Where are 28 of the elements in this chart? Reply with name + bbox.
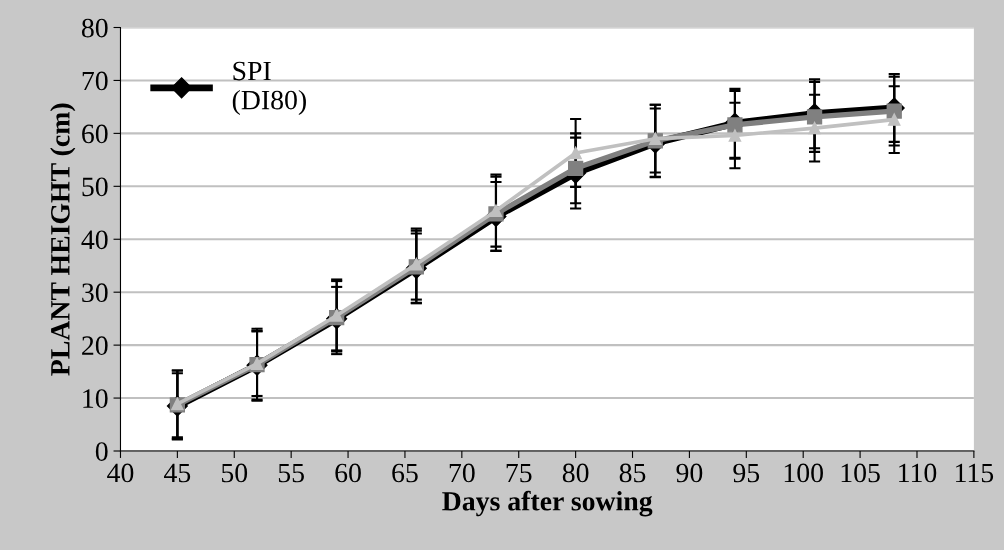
y-tick-label: 50 <box>82 177 108 197</box>
x-tick-label: 115 <box>956 463 994 483</box>
y-tick-label: 0 <box>95 442 108 461</box>
x-tick-label: 100 <box>784 463 823 483</box>
y-tick-label: 80 <box>81 18 108 38</box>
y-tick-label: 60 <box>82 124 108 144</box>
legend-label: SPI (DI80) <box>232 61 306 116</box>
y-tick-label: 10 <box>83 389 108 408</box>
x-tick-label: 90 <box>676 463 703 483</box>
x-tick-label: 75 <box>506 463 532 483</box>
x-tick-label: 105 <box>841 463 880 483</box>
x-tick-label: 65 <box>392 463 418 483</box>
x-tick-label: 95 <box>733 463 760 483</box>
x-tick-label: 40 <box>107 463 134 483</box>
x-tick-label: 85 <box>619 463 646 483</box>
y-tick-label: 20 <box>82 336 108 356</box>
x-tick-label: 80 <box>562 463 589 483</box>
x-tick-label: 60 <box>335 463 361 483</box>
y-tick-label: 40 <box>81 230 108 250</box>
x-tick-label: 55 <box>278 463 304 483</box>
x-tick-label: 50 <box>221 463 248 483</box>
x-tick-label: 45 <box>164 463 191 483</box>
x-tick-label: 110 <box>899 463 937 483</box>
y-axis-title: PLANT HEIGHT (cm) <box>50 103 76 376</box>
x-axis-title: Days after sowing <box>442 490 653 517</box>
x-tick-label: 70 <box>449 463 475 483</box>
y-tick-label: 70 <box>82 71 108 91</box>
y-tick-label: 30 <box>82 283 108 303</box>
